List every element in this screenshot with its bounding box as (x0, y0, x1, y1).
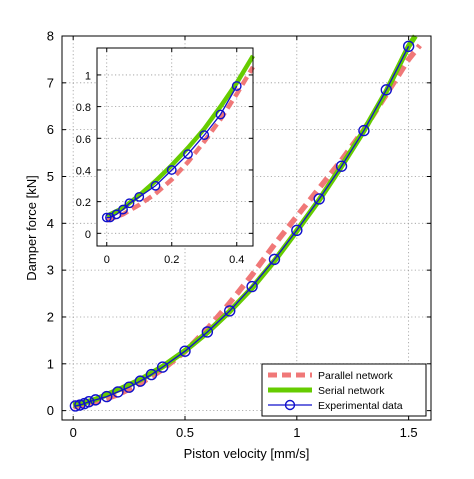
experimental-data-point (291, 224, 303, 237)
y-tick-label: 5 (47, 169, 54, 184)
experimental-data-point (268, 253, 281, 266)
x-axis-title: Piston velocity [mm/s] (184, 446, 310, 461)
series-experimental-line (75, 46, 410, 407)
inset-plot: 0 0.2 0.4 0 0.2 0.4 0.6 0.8 1 (76, 47, 255, 266)
inset-x-tick-label: 0.2 (164, 254, 179, 266)
experimental-data-point (134, 375, 146, 387)
inset-y-tick-label: 0.8 (76, 102, 91, 114)
y-tick-label: 1 (47, 356, 54, 371)
inset-experimental-data-point (101, 212, 112, 223)
y-tick-label: 6 (47, 122, 54, 137)
experimental-data-point (335, 160, 348, 172)
inset-y-tick-label: 0.2 (76, 197, 91, 209)
inset-x-tick-label: 0.4 (229, 254, 244, 266)
inset-axes-frame (96, 47, 254, 247)
inset-y-tick-label: 0.4 (76, 165, 91, 177)
experimental-data-point (358, 124, 370, 137)
inset-experimental-data-point (150, 180, 161, 191)
experimental-data-point (101, 390, 113, 403)
experimental-data-point (112, 386, 124, 398)
experimental-data-point (156, 361, 169, 373)
y-tick-label: 4 (47, 216, 54, 231)
inset-experimental-data-point (199, 130, 210, 141)
y-tick-label: 0 (47, 403, 54, 418)
inset-experimental-data-point (118, 204, 128, 215)
inset-experimental-data-point (111, 209, 122, 220)
inset-y-tick-label: 0 (85, 229, 91, 241)
x-tick-label: 0.5 (176, 425, 194, 440)
inset-experimental-data-point (183, 149, 193, 160)
inset-experimental-data-point (231, 81, 242, 91)
inset-experimental-data-point (215, 109, 226, 120)
y-axis-title: Damper force [kN] (24, 175, 39, 280)
experimental-data-point (201, 326, 214, 338)
experimental-data-point (179, 345, 191, 357)
experimental-data-point (224, 305, 236, 317)
y-tick-label: 7 (47, 75, 54, 90)
inset-experimental-data-point (166, 165, 177, 175)
inset-experimental-data-point (124, 198, 135, 209)
legend: Parallel network Serial network Experiment… (261, 363, 427, 417)
experimental-data-point (313, 193, 325, 205)
inset-experimental-data-point (134, 191, 145, 202)
x-tick-label: 1 (293, 425, 300, 440)
experimental-data-point (89, 394, 102, 406)
inset-x-tick-label: 0 (104, 254, 110, 266)
legend-label-serial: Serial network (318, 385, 385, 397)
legend-swatch-experimental-marker (284, 399, 296, 411)
experimental-data-point (83, 396, 95, 408)
inset-y-tick-label: 1 (85, 70, 91, 82)
legend-label-parallel: Parallel network (318, 370, 393, 382)
inset-series-parallel-network (105, 65, 255, 223)
inset-y-tick-label: 0.6 (76, 134, 91, 146)
x-tick-label: 1.5 (400, 425, 418, 440)
legend-label-experimental: Experimental data (318, 400, 403, 412)
experimental-data-point (246, 280, 258, 293)
experimental-data-point (380, 84, 392, 96)
y-tick-label: 2 (47, 309, 54, 324)
experimental-data-point (145, 368, 158, 381)
experimental-data-point (402, 40, 415, 53)
y-tick-label: 8 (47, 29, 54, 44)
y-tick-label: 3 (47, 263, 54, 278)
experimental-data-point (123, 381, 135, 393)
x-tick-label: 0 (70, 425, 77, 440)
axes-frame (61, 35, 432, 421)
